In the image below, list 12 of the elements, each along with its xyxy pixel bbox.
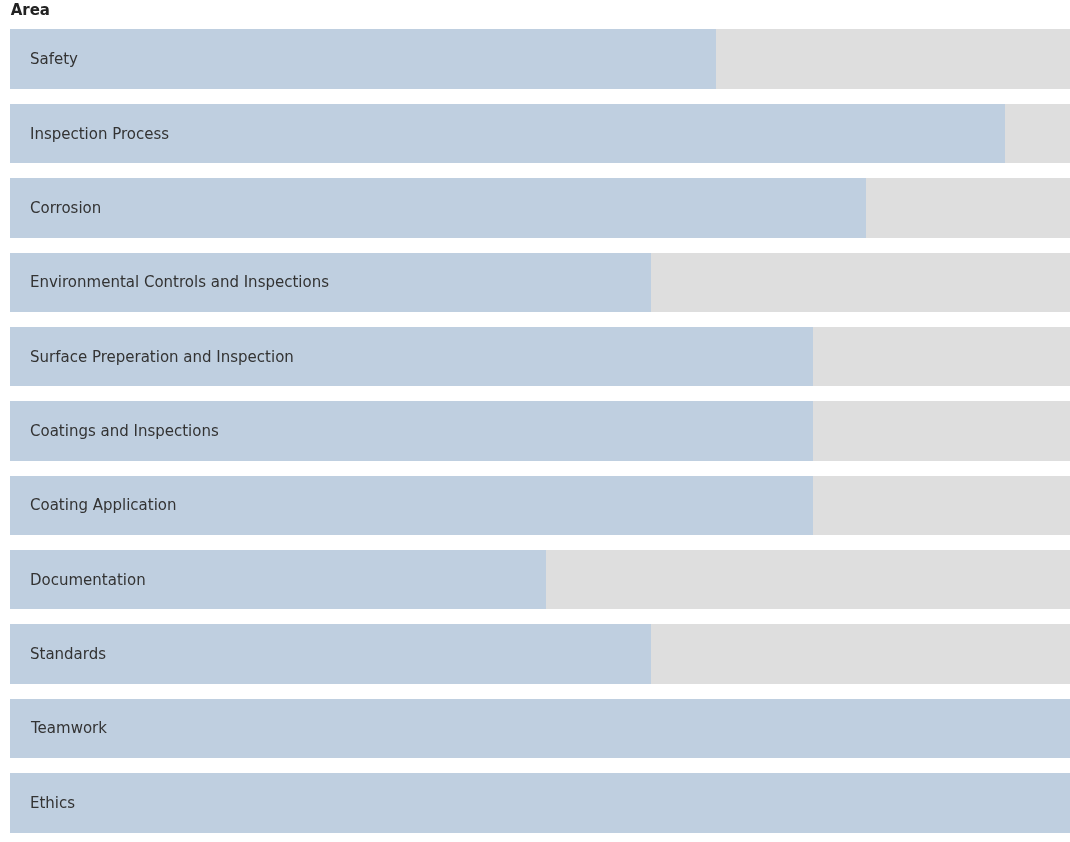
y-tick-label: Corrosion (30, 199, 102, 217)
y-tick-label: Standards (30, 645, 107, 663)
y-tick-label: Documentation (30, 571, 146, 589)
y-tick-label: Surface Preperation and Inspection (30, 348, 294, 366)
y-tick-label: Inspection Process (30, 125, 170, 143)
chart-title: Area (10, 0, 51, 19)
y-tick-label: Environmental Controls and Inspections (30, 273, 330, 291)
y-tick-label: Safety (30, 50, 79, 68)
y-tick-label: Ethics (30, 794, 76, 812)
y-tick-label: Coatings and Inspections (30, 422, 219, 440)
y-tick-label: Teamwork (30, 719, 108, 737)
y-tick-label: Coating Application (30, 496, 177, 514)
